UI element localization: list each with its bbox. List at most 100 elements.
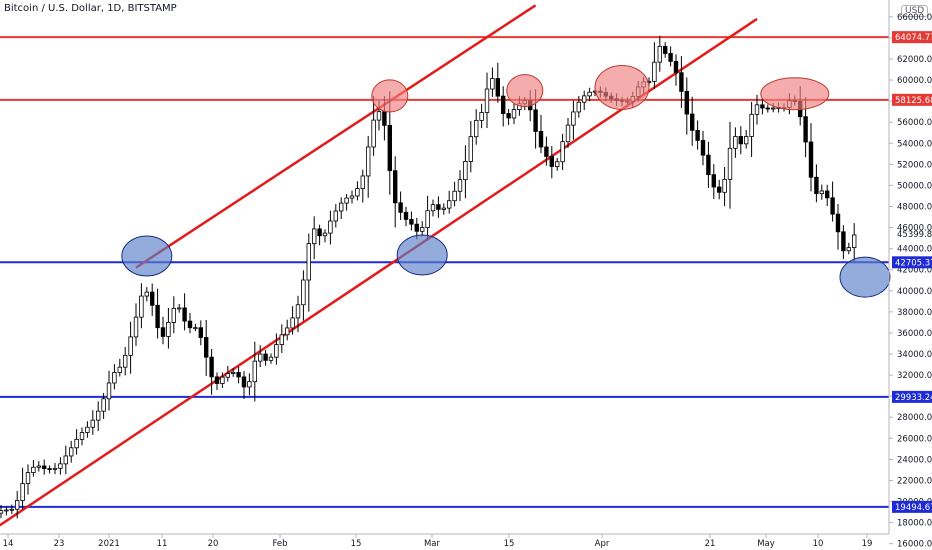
candle-down <box>673 60 679 74</box>
candle-up <box>555 161 560 167</box>
x-tick-label: 15 <box>504 539 515 549</box>
candle-up <box>657 45 662 63</box>
candle-down <box>717 186 722 193</box>
candle-up <box>247 381 252 388</box>
candle-down <box>495 78 500 97</box>
candle-up <box>279 334 284 345</box>
candle-up <box>230 372 236 374</box>
resistance-ellipse <box>371 79 409 113</box>
candle-up <box>79 432 85 440</box>
candle-down <box>668 53 673 62</box>
currency-badge[interactable]: USD <box>901 5 929 17</box>
candle-down <box>760 104 765 109</box>
candle-up <box>490 78 495 90</box>
candle-up <box>252 360 257 383</box>
candle-up <box>31 466 36 473</box>
x-tick-label: 10 <box>813 539 824 549</box>
candle-up <box>452 190 457 202</box>
candle-down <box>382 111 387 126</box>
candle-up <box>430 204 436 212</box>
level-label: 58125.68 <box>895 96 932 106</box>
candle-up <box>69 447 74 457</box>
candle-up <box>322 232 328 237</box>
y-tick-label: 16000.00 <box>897 540 932 550</box>
level-label: 42705.37 <box>895 258 932 268</box>
candle-up <box>101 398 106 412</box>
candle-down <box>700 139 706 156</box>
last-price-label: 45399.87 <box>897 230 932 240</box>
candle-down <box>149 291 155 306</box>
candle-down <box>706 154 711 176</box>
time-axis: 14 23 2021 11 20 Feb 15 Mar 15 Apr 21 May 10 19 <box>3 534 872 549</box>
candle-down <box>409 219 414 225</box>
candle-up <box>133 316 139 338</box>
chart-title: Bitcoin / U.S. Dollar, 1D, BITSTAMP <box>4 3 177 14</box>
candle-down <box>387 124 392 172</box>
candle-down <box>263 353 268 361</box>
candle-down <box>549 156 554 167</box>
candle-down <box>42 465 47 470</box>
candle-up <box>846 247 851 252</box>
y-tick-label: 48000.00 <box>897 203 932 213</box>
candle-up <box>565 124 571 143</box>
candle-up <box>344 197 349 204</box>
candlesticks <box>0 35 857 519</box>
candle-up <box>4 509 9 512</box>
candle-up <box>9 508 14 511</box>
candle-down <box>236 372 241 378</box>
support-ellipse <box>396 234 448 276</box>
highlight-ellipses <box>121 64 891 298</box>
level-label-box <box>892 31 932 44</box>
x-tick-label: 11 <box>157 539 168 549</box>
candle-up <box>139 295 144 318</box>
candle-up <box>301 279 306 306</box>
candle-down <box>214 376 220 384</box>
candle-down <box>538 131 544 148</box>
candle-up <box>74 438 79 449</box>
candle-down <box>209 356 214 378</box>
y-tick-label: 36000.00 <box>897 329 932 339</box>
x-tick-label: 2021 <box>98 539 120 549</box>
candle-up <box>511 109 517 119</box>
resistance-ellipse <box>594 64 650 110</box>
candle-up <box>274 344 279 358</box>
candle-down <box>765 107 770 110</box>
candle-up <box>176 307 182 310</box>
candle-up <box>328 220 333 234</box>
candle-up <box>355 188 360 197</box>
candle-up <box>571 111 576 126</box>
x-tick-label: 14 <box>3 539 14 549</box>
candle-up <box>349 195 355 199</box>
candle-up <box>360 175 365 190</box>
candle-up <box>306 243 311 281</box>
y-tick-label: 40000.00 <box>897 287 932 297</box>
level-label-box <box>892 93 932 106</box>
candle-down <box>241 376 247 388</box>
y-tick-label: 18000.00 <box>897 519 932 529</box>
candle-up <box>257 353 263 362</box>
x-tick-label: 15 <box>351 539 362 549</box>
candle-up <box>20 483 25 501</box>
level-label: 19494.67 <box>895 503 932 513</box>
candle-up <box>171 307 176 323</box>
level-label-box <box>892 390 932 403</box>
candle-up <box>144 291 149 297</box>
candle-down <box>392 170 398 204</box>
candle-up <box>457 179 463 192</box>
candle-up <box>311 228 317 245</box>
candle-up <box>582 95 587 103</box>
candle-up <box>284 327 290 336</box>
candle-up <box>733 136 738 149</box>
candle-up <box>419 227 425 232</box>
x-tick-label: 20 <box>208 539 219 549</box>
x-tick-label: 21 <box>705 539 716 549</box>
y-tick-label: 24000.00 <box>897 455 932 465</box>
candle-up <box>479 112 484 121</box>
x-tick-label: Mar <box>424 539 441 549</box>
candle-down <box>679 72 684 92</box>
candle-up <box>365 146 371 177</box>
y-tick-label: 44000.00 <box>897 245 932 255</box>
candle-down <box>835 213 841 233</box>
candle-up <box>852 234 857 249</box>
